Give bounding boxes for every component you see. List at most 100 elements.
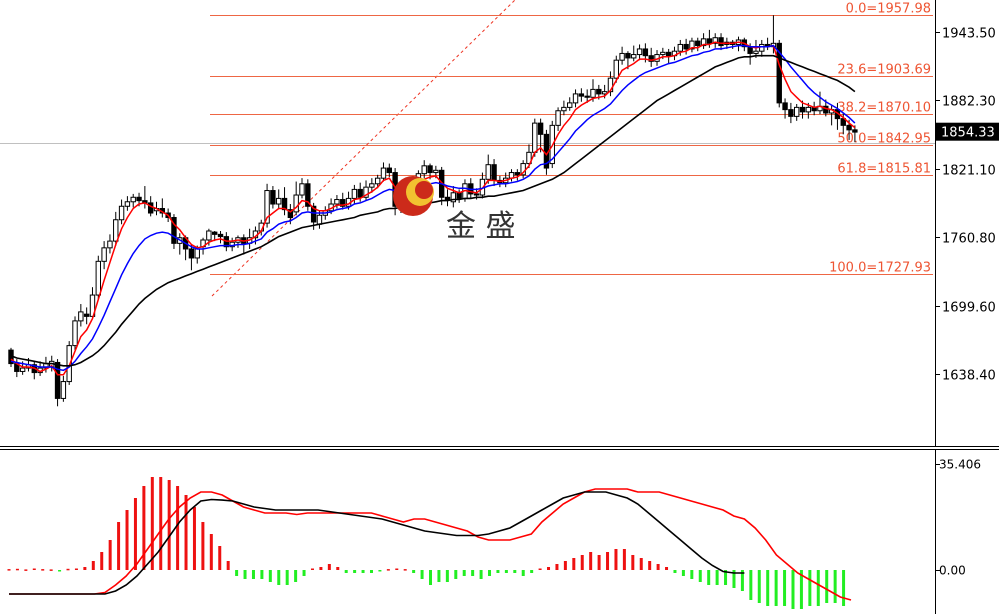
moving-averages [10, 41, 856, 376]
fibo-label: 100.0=1727.93 [829, 261, 931, 276]
candle-bull [555, 110, 561, 126]
watermark-text: 金 盛 [446, 209, 516, 244]
macd-bar-negative [757, 570, 761, 603]
candle-bear [136, 196, 142, 202]
macd-bar-negative [791, 570, 795, 609]
candle-bull [689, 40, 695, 50]
macd-bar-positive [597, 555, 601, 570]
candle-bear [305, 183, 311, 207]
macd-bar-positive [310, 568, 314, 570]
ma-line-1 [10, 41, 856, 376]
candle-bull [794, 106, 800, 117]
macd-bar-negative [715, 570, 719, 585]
macd-bar-negative [808, 570, 812, 606]
macd-bar-negative [445, 570, 449, 582]
macd-bar-positive [614, 549, 618, 570]
macd-bar-negative [471, 570, 475, 576]
macd-bar-negative [488, 570, 492, 576]
macd-bar-positive [133, 498, 137, 570]
price-tick-label: 1760.80 [942, 232, 996, 247]
candle-bear [799, 106, 806, 113]
candle-bear [642, 48, 649, 57]
macd-bar-positive [108, 540, 112, 570]
candle-bear [846, 124, 852, 131]
candle-bull [380, 167, 387, 179]
candle-bear [683, 43, 689, 50]
watermark-logo-core-icon [415, 181, 433, 199]
macd-bar-positive [547, 567, 551, 570]
candle-bull [753, 50, 759, 54]
macd-bar-positive [49, 569, 53, 571]
candle-bear [788, 109, 794, 117]
candle-bear [456, 192, 462, 199]
current-price-label: 1854.33 [941, 126, 995, 141]
macd-bar-negative [260, 570, 264, 579]
current-price-background [936, 122, 999, 141]
candle-bull [759, 43, 765, 52]
fibo-label: 50.0=1842.95 [837, 132, 931, 147]
macd-bar-negative [420, 570, 424, 579]
candle-bull [567, 102, 573, 108]
macd-bar-positive [201, 522, 205, 570]
macd-bar-positive [622, 549, 626, 570]
candle-bear [212, 231, 218, 235]
macd-bar-positive [639, 558, 643, 570]
macd-bar-positive [226, 561, 230, 570]
macd-bar-positive [66, 568, 70, 571]
macd-bar-negative [369, 570, 373, 573]
macd-bar-positive [665, 567, 669, 570]
candle-bear [584, 95, 590, 98]
macd-bar-negative [749, 570, 753, 600]
candle-bull [485, 164, 491, 180]
macd-bar-positive [648, 561, 652, 570]
macd-main-line [9, 491, 745, 595]
macd-bar-positive [563, 561, 567, 570]
candle-bull [712, 37, 718, 44]
macd-bar-negative [243, 570, 247, 579]
macd-bar-negative [479, 570, 483, 579]
macd-bar-positive [159, 477, 163, 570]
candle-bull [607, 77, 614, 93]
macd-bar-negative [496, 570, 500, 573]
candle-bull [334, 199, 340, 205]
candle-bull [130, 196, 136, 203]
macd-bar-negative [302, 570, 306, 576]
macd-bar-negative [740, 570, 744, 591]
candle-bull [264, 190, 270, 224]
candle-bull [677, 43, 683, 52]
candle-bull [363, 186, 369, 198]
candle-bear [340, 199, 346, 207]
candle-bear [596, 88, 602, 95]
candle-bull [95, 260, 101, 296]
macd-bar-positive [327, 564, 331, 570]
candle-bull [206, 230, 212, 241]
macd-bar-negative [825, 570, 829, 603]
macd-bar-positive [150, 477, 154, 570]
macd-bar-positive [589, 552, 593, 570]
macd-bar-negative [294, 570, 298, 582]
macd-bar-positive [117, 522, 121, 570]
macd-bar-negative [268, 570, 272, 582]
fibo-label: 0.0=1957.98 [846, 2, 931, 17]
macd-bar-positive [142, 486, 146, 570]
macd-bar-positive [167, 480, 171, 570]
macd-signal-line [9, 488, 852, 601]
candle-bear [54, 361, 61, 399]
macd-bar-negative [707, 570, 711, 585]
candle-bull [433, 169, 439, 174]
candle-bull [601, 91, 608, 95]
candle-bull [619, 52, 625, 61]
candle-bull [450, 192, 457, 203]
macd-tick-label: 35.406 [939, 458, 981, 472]
candle-bull [700, 38, 707, 47]
candle-bull [19, 367, 26, 372]
candle-bear [706, 38, 713, 44]
candle-bull [636, 48, 643, 56]
macd-bar-negative [681, 570, 685, 576]
macd-bar-positive [631, 555, 635, 570]
candle-bull [101, 247, 107, 262]
candle-bear [852, 129, 858, 133]
fibo-label: 23.6=1903.69 [837, 63, 931, 78]
candle-bull [660, 51, 666, 56]
macd-panel: 35.406 0.00 [0, 449, 999, 614]
